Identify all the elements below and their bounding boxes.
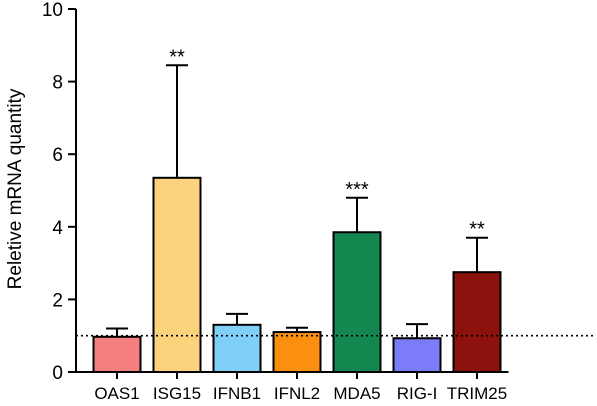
bars: *******: [92, 46, 502, 374]
y-tick-label: 0: [52, 363, 63, 384]
y-tick-label: 2: [52, 290, 63, 311]
y-tick-label: 10: [42, 0, 63, 21]
y-tick-label: 8: [52, 73, 63, 94]
x-tick-label: IFNB1: [213, 384, 261, 403]
bar-ifnb1: [212, 323, 262, 373]
x-tick-label: ISG15: [153, 384, 201, 403]
y-tick-label: 4: [52, 218, 63, 239]
significance-label: ***: [345, 179, 369, 201]
x-tick-label: IFNL2: [274, 384, 320, 403]
x-tick-label: MDA5: [333, 384, 380, 403]
bar-rig-i: [392, 337, 442, 373]
bar-isg15: [152, 176, 202, 373]
bar-ifnl2: [272, 331, 322, 374]
bar-trim25: [452, 271, 502, 373]
y-tick-label: 6: [52, 145, 63, 166]
x-tick-label: RIG-I: [397, 384, 438, 403]
significance-label: **: [169, 46, 185, 68]
axes: 0 2 4 6 8 10 OAS1 ISG15 IFNB1 IFNL2 MDA5 RIG-I TRIM2…: [42, 0, 509, 403]
x-tick-label: OAS1: [94, 384, 139, 403]
bar-oas1: [92, 335, 142, 373]
bar-mda5: [332, 231, 382, 373]
y-axis-label: Reletive mRNA quantity: [5, 88, 26, 289]
x-tick-label: TRIM25: [447, 384, 507, 403]
significance-label: **: [469, 219, 485, 241]
